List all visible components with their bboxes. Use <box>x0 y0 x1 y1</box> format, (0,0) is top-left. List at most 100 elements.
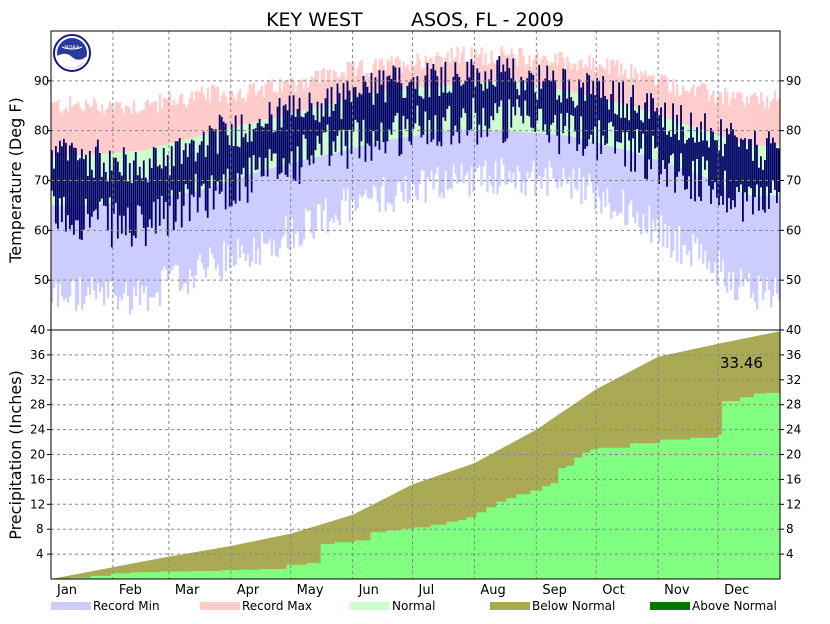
observed-temp-bar <box>406 85 409 120</box>
record-min-bar <box>516 107 519 167</box>
normal-bar <box>538 86 541 134</box>
observed-temp-bar <box>584 100 587 149</box>
observed-temp-bar <box>560 102 563 114</box>
observed-temp-bar <box>288 95 291 164</box>
record-min-bar <box>532 109 535 162</box>
record-max-bar <box>78 107 82 181</box>
observed-temp-bar <box>748 139 750 187</box>
observed-temp-bar <box>418 95 421 126</box>
record-max-bar <box>242 97 246 151</box>
observed-temp-bar <box>366 86 369 144</box>
observed-temp-bar <box>220 116 223 192</box>
record-max-bar <box>130 113 134 177</box>
observed-temp-bar <box>626 103 629 133</box>
normal-bar <box>566 90 569 136</box>
record-min-bar <box>460 107 463 164</box>
observed-temp-bar <box>772 137 774 181</box>
record-min-bar <box>606 123 609 189</box>
observed-temp-bar <box>564 69 567 126</box>
record-min-bar <box>696 151 699 239</box>
record-min-bar <box>322 130 325 211</box>
precip-observed-area <box>51 370 780 579</box>
record-min-bar <box>402 113 405 202</box>
observed-temp-bar <box>470 59 473 130</box>
record-min-bar <box>366 119 369 198</box>
observed-temp-bar <box>434 70 437 116</box>
record-max-bar <box>210 85 214 160</box>
observed-temp-bar <box>710 127 712 204</box>
observed-temp-bar <box>758 167 760 211</box>
observed-temp-bar <box>456 73 459 132</box>
observed-temp-bar <box>262 127 265 177</box>
observed-temp-bar <box>486 88 489 137</box>
precip-tick-label-right: 40 <box>786 323 801 337</box>
precip-tick-label-left: 24 <box>30 423 45 437</box>
record-min-bar <box>594 120 597 210</box>
record-min-bar <box>738 166 741 288</box>
record-max-bar <box>710 95 713 157</box>
record-max-bar <box>764 108 767 171</box>
record-min-bar <box>190 164 194 277</box>
record-min-bar <box>96 179 100 284</box>
record-max-bar <box>312 76 315 133</box>
record-max-bar <box>624 69 627 128</box>
record-max-bar <box>314 70 317 133</box>
observed-temp-bar <box>184 143 187 185</box>
record-min-bar <box>714 157 717 262</box>
precip-tick-label-right: 16 <box>786 472 801 486</box>
observed-temp-bar <box>202 131 205 184</box>
observed-temp-bar <box>144 177 147 247</box>
record-min-bar <box>284 139 287 217</box>
normal-bar <box>130 151 134 202</box>
record-min-bar <box>216 158 220 265</box>
record-min-bar <box>580 116 583 204</box>
record-min-bar <box>82 180 86 304</box>
record-min-bar <box>574 115 577 189</box>
record-max-bar <box>640 71 643 133</box>
record-min-bar <box>568 113 571 177</box>
record-min-bar <box>692 149 695 234</box>
observed-temp-bar <box>538 64 541 109</box>
observed-temp-bar <box>378 70 381 150</box>
observed-temp-bar <box>140 178 143 215</box>
observed-temp-bar <box>360 94 363 142</box>
record-min-bar <box>102 178 106 306</box>
record-min-bar <box>348 124 351 222</box>
record-max-bar <box>238 89 242 152</box>
record-max-bar <box>372 63 375 119</box>
record-min-bar <box>444 108 447 171</box>
observed-temp-bar <box>762 169 764 210</box>
normal-bar <box>524 83 527 133</box>
observed-temp-bar <box>734 135 736 208</box>
record-min-bar <box>584 117 587 201</box>
month-label-jun: Jun <box>358 583 379 598</box>
observed-temp-bar <box>250 141 253 193</box>
observed-temp-bar <box>614 113 617 154</box>
observed-temp-bar <box>462 84 465 109</box>
record-min-bar <box>632 129 635 218</box>
record-max-bar <box>94 102 98 180</box>
legend-swatch-normal <box>350 602 390 610</box>
observed-temp-bar <box>368 92 371 146</box>
record-min-bar <box>724 161 727 287</box>
normal-bar <box>302 110 305 161</box>
record-min-bar <box>252 147 256 238</box>
observed-temp-bar <box>342 83 345 130</box>
observed-temp-bar <box>86 175 89 214</box>
observed-temp-bar <box>524 90 527 101</box>
record-min-bar <box>722 160 725 260</box>
observed-temp-bar <box>656 107 658 148</box>
record-min-bar <box>218 157 222 277</box>
observed-temp-bar <box>776 148 778 204</box>
record-max-bar <box>126 106 130 177</box>
observed-temp-bar <box>172 166 175 231</box>
observed-temp-bar <box>412 77 415 129</box>
record-max-bar <box>174 105 178 169</box>
observed-temp-bar <box>602 76 605 136</box>
record-max-bar <box>68 96 72 181</box>
record-min-bar <box>54 180 58 283</box>
record-min-bar <box>300 135 303 245</box>
normal-bar <box>168 143 172 196</box>
record-max-bar <box>774 90 777 171</box>
record-max-bar <box>188 97 192 166</box>
